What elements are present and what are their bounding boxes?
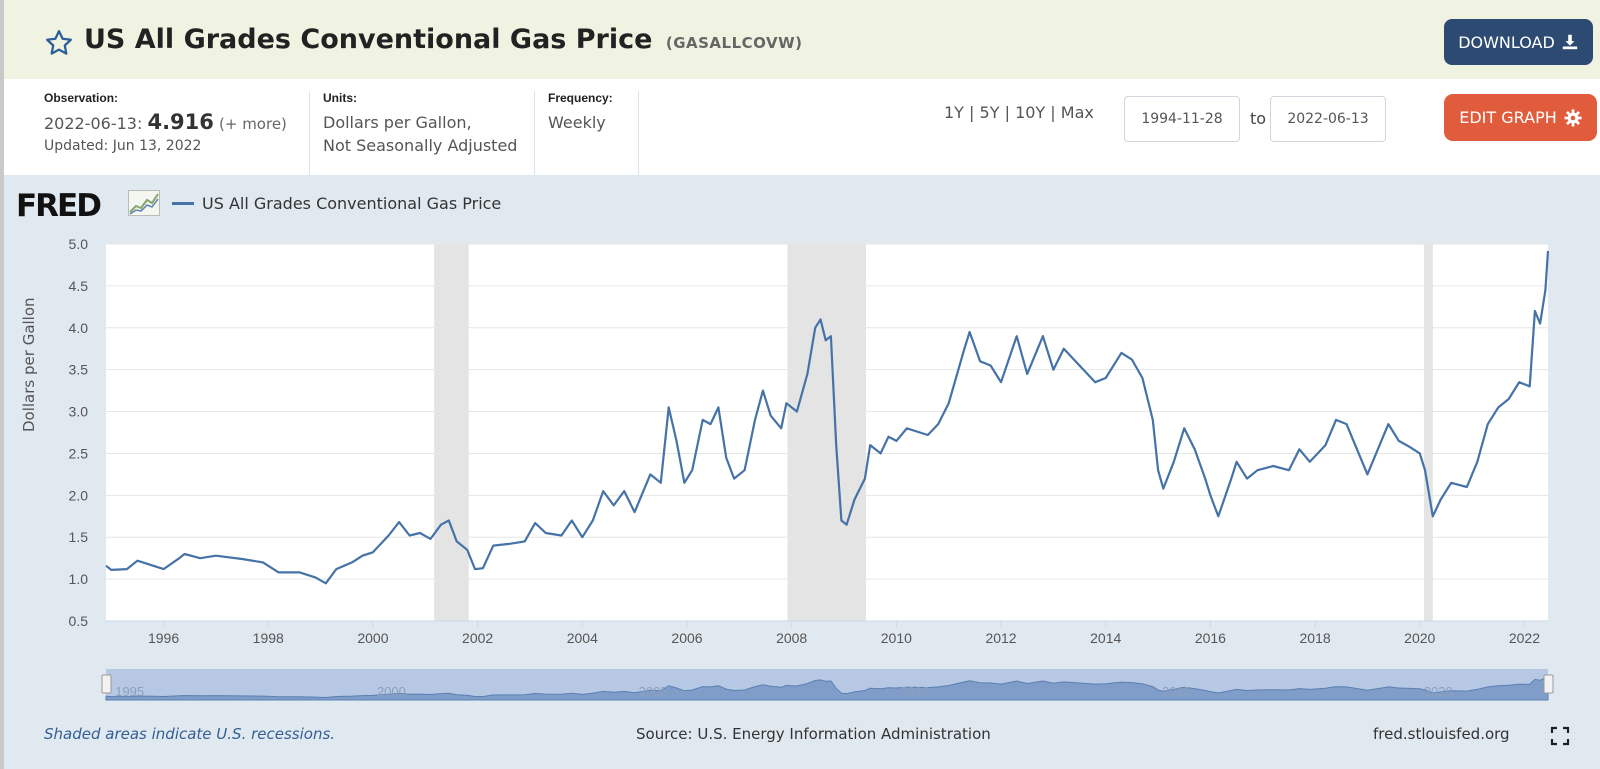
- y-tick-label: 4.0: [69, 320, 89, 336]
- y-tick-label: 3.5: [69, 362, 89, 378]
- recession-band: [434, 244, 469, 621]
- range-separator: |: [1004, 103, 1010, 122]
- y-tick-label: 0.5: [69, 613, 89, 629]
- frequency-label: Frequency:: [548, 91, 613, 105]
- observation-date: 2022-06-13:: [44, 114, 143, 133]
- x-tick-label: 2020: [1404, 630, 1435, 646]
- x-tick-label: 2010: [881, 630, 912, 646]
- frequency-cell: Frequency: Weekly: [548, 91, 613, 134]
- x-tick-label: 1996: [148, 630, 179, 646]
- y-tick-label: 4.5: [69, 278, 89, 294]
- x-tick-label: 2016: [1195, 630, 1226, 646]
- x-tick-label: 2000: [357, 630, 388, 646]
- y-tick-label: 1.0: [69, 571, 89, 587]
- navigator-series: [105, 674, 1549, 701]
- divider: [638, 91, 639, 175]
- navigator-handle[interactable]: [101, 674, 112, 694]
- x-tick-label: 2006: [671, 630, 702, 646]
- download-label: DOWNLOAD: [1458, 32, 1555, 52]
- units-line-1: Dollars per Gallon,: [323, 113, 472, 132]
- navigator-label: 2000: [377, 684, 406, 699]
- observation-label: Observation:: [44, 91, 119, 105]
- x-tick-label: 2004: [567, 630, 598, 646]
- window-edge: [0, 0, 4, 769]
- y-tick-label: 3.0: [69, 404, 89, 420]
- y-tick-label: 1.5: [69, 529, 89, 545]
- x-tick-label: 2018: [1300, 630, 1331, 646]
- divider: [309, 91, 310, 175]
- fred-logo-text: FRED: [16, 188, 102, 224]
- page-title: US All Grades Conventional Gas Price (GA…: [84, 24, 803, 55]
- navigator-handle[interactable]: [1543, 674, 1554, 694]
- x-tick-label: 2012: [985, 630, 1016, 646]
- gear-icon: [1564, 108, 1582, 127]
- end-date-input[interactable]: 2022-06-13: [1270, 96, 1386, 142]
- legend-label: US All Grades Conventional Gas Price: [202, 194, 502, 213]
- x-tick-label: 1998: [253, 630, 284, 646]
- divider: [534, 91, 535, 175]
- recession-band: [787, 244, 866, 621]
- download-icon: [1562, 34, 1578, 50]
- source-note: Source: U.S. Energy Information Administ…: [636, 725, 991, 743]
- frequency-value: Weekly: [548, 113, 606, 132]
- download-button[interactable]: DOWNLOAD: [1444, 19, 1593, 65]
- start-date-input[interactable]: 1994-11-28: [1124, 96, 1240, 142]
- fred-logo[interactable]: FRED: [16, 188, 102, 224]
- legend-swatch: [172, 202, 194, 205]
- range-1y[interactable]: 1Y: [944, 103, 964, 122]
- navigator-label: 2020: [1424, 684, 1453, 699]
- observation-cell: Observation: 2022-06-13: 4.916 (+ more) …: [44, 91, 287, 154]
- site-link[interactable]: fred.stlouisfed.org: [1373, 725, 1510, 743]
- navigator-label: 2015: [1162, 684, 1191, 699]
- y-tick-label: 2.0: [69, 487, 89, 503]
- navigator-label: 1995: [115, 684, 144, 699]
- units-line-2: Not Seasonally Adjusted: [323, 136, 518, 155]
- y-tick-label: 2.5: [69, 445, 89, 461]
- series-id: (GASALLCOVW): [665, 34, 803, 52]
- x-tick-label: 2002: [462, 630, 493, 646]
- navigator-label: 2005: [639, 684, 668, 699]
- range-separator: |: [1050, 103, 1056, 122]
- units-label: Units:: [323, 91, 357, 105]
- y-tick-label: 5.0: [69, 236, 89, 252]
- chart-legend: US All Grades Conventional Gas Price: [172, 194, 501, 213]
- fullscreen-icon[interactable]: [1550, 726, 1570, 746]
- navigator-label: 2010: [900, 684, 929, 699]
- x-tick-label: 2022: [1509, 630, 1540, 646]
- edit-graph-label: EDIT GRAPH: [1459, 108, 1557, 127]
- edit-graph-button[interactable]: EDIT GRAPH: [1444, 94, 1597, 141]
- recession-note: Shaded areas indicate U.S. recessions.: [44, 725, 336, 743]
- range-separator: |: [969, 103, 975, 122]
- updated-date: Updated: Jun 13, 2022: [44, 138, 202, 154]
- series-header: [4, 0, 1600, 79]
- x-tick-label: 2014: [1090, 630, 1121, 646]
- range-5y[interactable]: 5Y: [979, 103, 1000, 122]
- x-tick-label: 2008: [776, 630, 807, 646]
- star-icon[interactable]: [44, 28, 74, 58]
- series-line: [105, 250, 1550, 585]
- observation-value-row: 2022-06-13: 4.916 (+ more): [44, 111, 287, 136]
- to-label: to: [1250, 109, 1267, 128]
- more-observations-link[interactable]: (+ more): [219, 115, 287, 133]
- units-cell: Units: Dollars per Gallon, Not Seasonall…: [323, 91, 517, 157]
- range-selector: 1Y | 5Y | 10Y | Max: [944, 103, 1094, 122]
- series-info: Observation: 2022-06-13: 4.916 (+ more) …: [4, 79, 1600, 175]
- range-max[interactable]: Max: [1060, 103, 1094, 122]
- recession-band: [1423, 244, 1433, 621]
- series-title: US All Grades Conventional Gas Price: [84, 24, 653, 55]
- observation-value: 4.916: [147, 110, 214, 134]
- mini-chart-icon: [128, 190, 160, 216]
- range-10y[interactable]: 10Y: [1015, 103, 1046, 122]
